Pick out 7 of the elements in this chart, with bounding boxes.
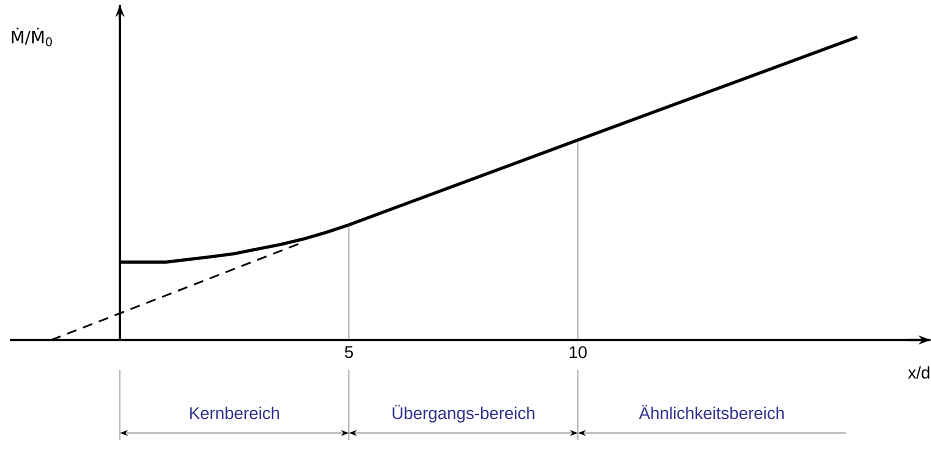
x-axis-title: x/d	[908, 366, 930, 379]
text: Ähnlichkeitsbereich	[638, 404, 784, 420]
x-tick-label: 10	[570, 346, 587, 358]
y-axis-title: Ṁ/Ṁ$_{0}$	[12, 28, 52, 46]
x-tick-label: 5	[344, 346, 353, 358]
text: Kernbereich	[190, 406, 279, 420]
text: Übergangs-bereich	[392, 404, 534, 423]
